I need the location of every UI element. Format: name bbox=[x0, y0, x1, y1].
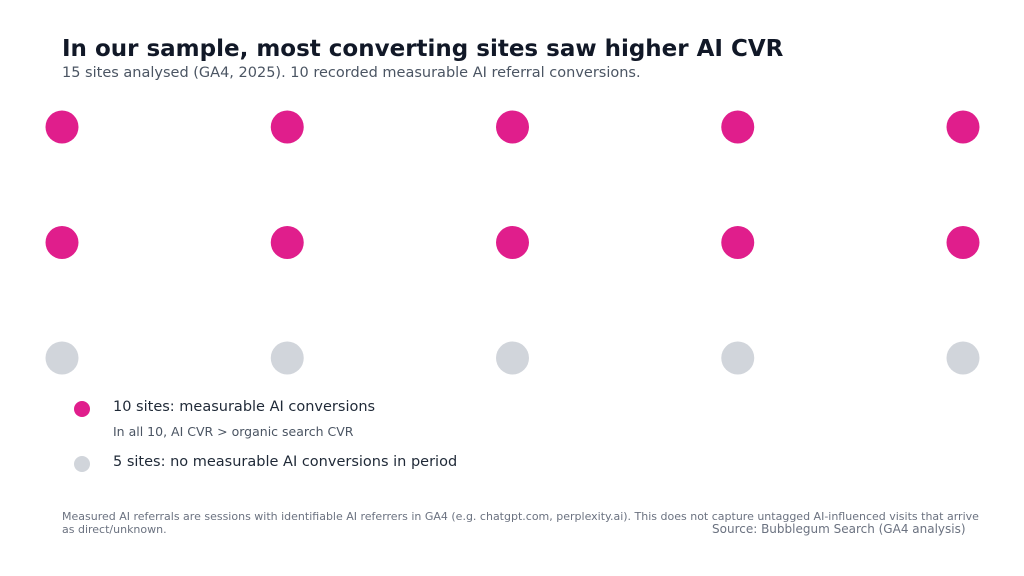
source-text: Source: Bubblegum Search (GA4 analysis) bbox=[712, 522, 966, 536]
waffle-dot-converting-4 bbox=[721, 110, 755, 144]
waffle-chart bbox=[45, 110, 980, 375]
waffle-dot-converting-8 bbox=[496, 226, 529, 259]
waffle-dot-converting-2 bbox=[270, 110, 304, 144]
waffle-dot-converting-7 bbox=[270, 226, 304, 259]
waffle-dot-non-converting-15 bbox=[946, 341, 980, 375]
waffle-dot-non-converting-14 bbox=[721, 341, 755, 375]
footnote: Measured AI referrals are sessions with … bbox=[62, 510, 979, 536]
waffle-dot-converting-9 bbox=[721, 226, 755, 259]
chart-subtitle: 15 sites analysed (GA4, 2025). 10 record… bbox=[62, 65, 641, 81]
waffle-dot-converting-5 bbox=[946, 110, 980, 144]
legend-dot-non-converting bbox=[74, 456, 90, 472]
waffle-dot-non-converting-13 bbox=[496, 341, 529, 375]
footnote-line-2: as direct/unknown. bbox=[62, 523, 167, 536]
legend-dot-converting bbox=[74, 401, 90, 417]
legend-label-converting: 10 sites: measurable AI conversions bbox=[113, 399, 376, 415]
waffle-dot-non-converting-12 bbox=[270, 341, 304, 375]
footnote-line-1: Measured AI referrals are sessions with … bbox=[62, 510, 979, 523]
legend-note-converting: In all 10, AI CVR > organic search CVR bbox=[113, 424, 354, 439]
waffle-dot-non-converting-11 bbox=[45, 341, 79, 375]
legend-label-non-converting: 5 sites: no measurable AI conversions in… bbox=[113, 454, 458, 470]
waffle-dot-converting-10 bbox=[946, 226, 980, 259]
chart-title: In our sample, most converting sites saw… bbox=[62, 36, 784, 62]
waffle-dot-converting-3 bbox=[496, 110, 529, 144]
waffle-dot-converting-6 bbox=[45, 226, 79, 259]
waffle-dot-converting-1 bbox=[45, 110, 79, 144]
